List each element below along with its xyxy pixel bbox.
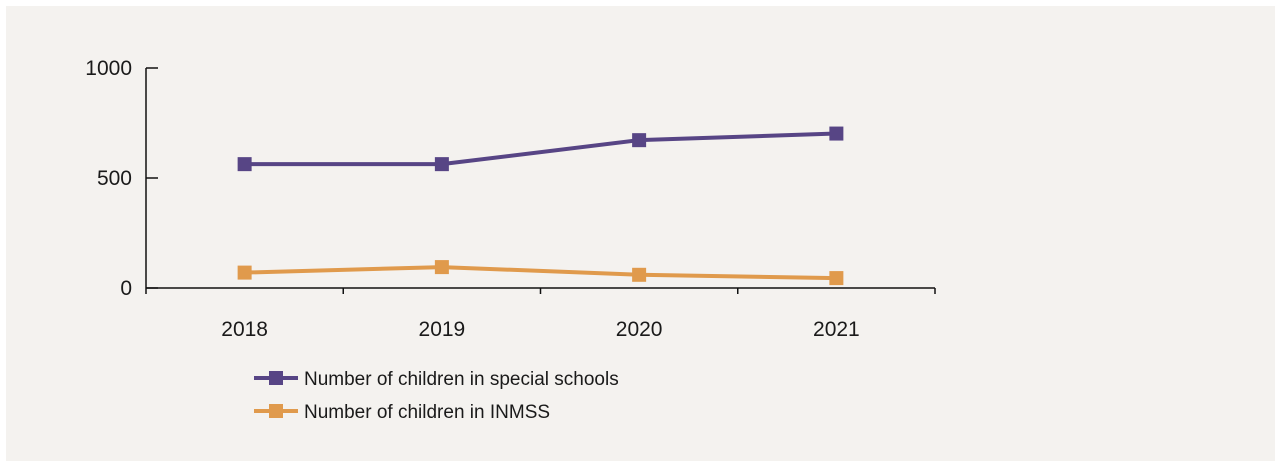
x-tick-label: 2018: [221, 318, 268, 341]
legend-marker: [269, 371, 283, 385]
legend-label: Number of children in INMSS: [304, 402, 550, 423]
legend-item: Number of children in special schools: [254, 369, 619, 390]
series-point: [829, 271, 844, 286]
series-0: [237, 126, 844, 172]
x-tick-label: 2020: [616, 318, 663, 341]
legend-marker: [269, 404, 283, 418]
legend-item: Number of children in INMSS: [254, 402, 550, 423]
series-point: [434, 260, 449, 275]
series-point: [434, 157, 449, 172]
axes: [145, 67, 936, 294]
series-point: [237, 157, 252, 172]
series-point: [632, 133, 647, 148]
x-tick-label: 2019: [419, 318, 466, 341]
y-tick-label: 1000: [85, 57, 132, 80]
y-tick-labels: 0 500 1000: [85, 57, 132, 300]
legend: Number of children in special schools Num…: [254, 369, 619, 423]
series-1: [237, 260, 844, 286]
series-point: [237, 265, 252, 280]
series-point: [632, 267, 647, 282]
x-tick-labels: 2018 2019 2020 2021: [221, 318, 859, 341]
legend-label: Number of children in special schools: [304, 369, 619, 390]
series-line: [244, 265, 837, 281]
series-line: [244, 131, 837, 167]
y-tick-label: 500: [97, 167, 132, 190]
x-tick-label: 2021: [813, 318, 860, 341]
chart-background: [6, 6, 1275, 461]
series-point: [829, 126, 844, 141]
series-layer: [237, 126, 844, 286]
y-tick-label: 0: [120, 277, 132, 300]
